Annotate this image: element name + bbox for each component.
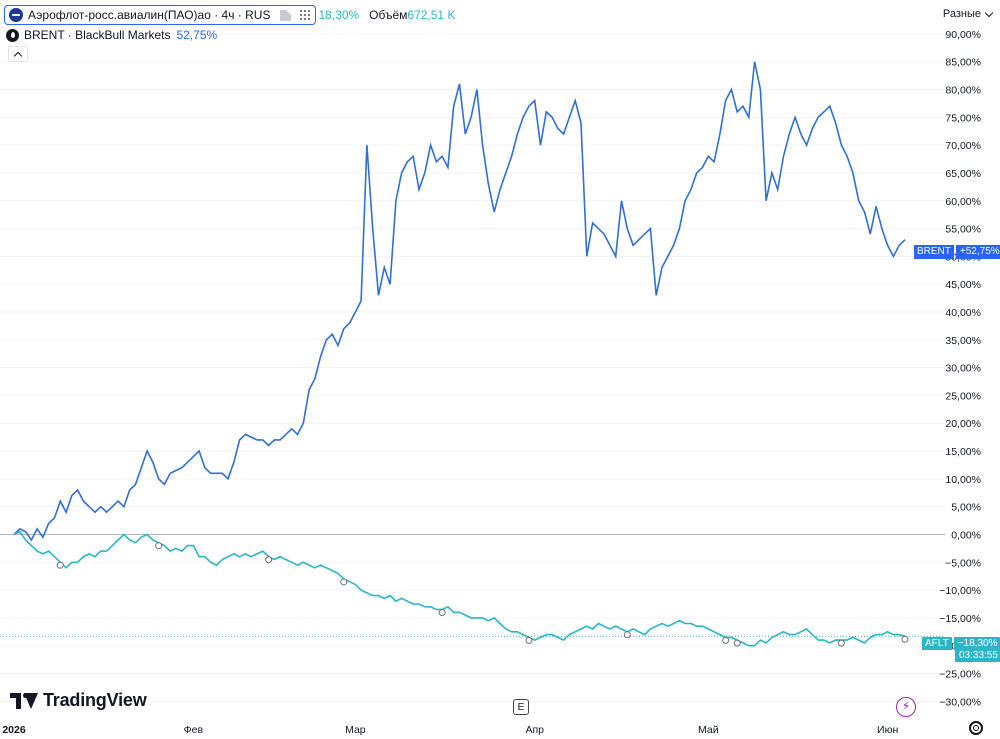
y-tick-label: −25,00%	[939, 669, 981, 681]
compare-symbol-label[interactable]: BRENT · BlackBull Markets	[24, 28, 171, 42]
gear-icon[interactable]	[969, 721, 983, 735]
scale-mode-label: Разные	[942, 8, 981, 20]
compare-change-value: 52,75%	[176, 28, 218, 42]
aflt-event-marker[interactable]	[901, 635, 909, 643]
more-dots-icon[interactable]	[299, 9, 312, 21]
x-tick-label: Июн	[877, 724, 898, 736]
volume-label: Объём	[369, 8, 408, 22]
y-tick-label: 40,00%	[945, 307, 981, 319]
brent-tag-name: BRENT	[914, 245, 954, 259]
y-tick-label: 10,00%	[945, 474, 981, 486]
y-tick-label: 45,00%	[945, 279, 981, 291]
y-tick-label: 90,00%	[945, 29, 981, 41]
brent-tag-value: +52,75%	[955, 245, 1000, 259]
main-symbol-box[interactable]: Аэрофлот-росс.авиалин(ПАО)ао · 4ч · RUS	[4, 5, 317, 25]
aflt-event-marker[interactable]	[438, 609, 446, 617]
events-button[interactable]: E	[513, 699, 529, 715]
aflt-event-marker[interactable]	[56, 561, 64, 569]
y-tick-label: 20,00%	[945, 418, 981, 430]
aflt-countdown: 03:33:55	[955, 650, 1000, 662]
flag-icon[interactable]	[280, 9, 292, 21]
aflt-tag-name: AFLT	[922, 637, 952, 650]
tradingview-wordmark: TradingView	[43, 690, 147, 710]
y-tick-label: 25,00%	[945, 390, 981, 402]
lightning-icon[interactable]: ⚡	[896, 697, 916, 717]
main-change-value: 18,30%	[318, 8, 360, 22]
x-tick-label: Фев	[184, 724, 204, 736]
y-tick-label: 5,00%	[951, 502, 981, 514]
x-tick-label: Май	[698, 724, 719, 736]
legend: Аэрофлот-росс.авиалин(ПАО)ао · 4ч · RUS …	[4, 4, 455, 44]
time-axis[interactable]: 2026 Фев Мар Апр Май Июн	[2, 724, 898, 736]
collapse-legend-button[interactable]	[8, 46, 28, 62]
price-axis[interactable]: 90,00% 85,00% 80,00% 75,00% 70,00% 65,00% 60,0…	[939, 29, 981, 708]
chevron-down-icon	[984, 8, 994, 17]
oil-drop-icon	[6, 28, 19, 42]
y-tick-label: 85,00%	[945, 57, 981, 69]
y-tick-label: 55,00%	[945, 224, 981, 236]
aflt-tag-value: −18,30%	[953, 637, 1000, 650]
aflt-event-marker[interactable]	[525, 636, 533, 644]
x-tick-label: Мар	[345, 724, 366, 736]
y-tick-label: 75,00%	[945, 112, 981, 124]
y-tick-label: −5,00%	[945, 557, 981, 569]
y-tick-label: 70,00%	[945, 140, 981, 152]
y-tick-label: 60,00%	[945, 196, 981, 208]
brent-price-tag: BRENT +52,75%	[914, 245, 1000, 259]
x-tick-label: Апр	[525, 724, 544, 736]
grid-layer	[0, 33, 945, 702]
y-tick-label: 80,00%	[945, 85, 981, 97]
y-tick-label: −30,00%	[939, 696, 981, 708]
y-tick-label: 65,00%	[945, 168, 981, 180]
volume-value: 672,51 K	[407, 8, 456, 22]
y-tick-label: 35,00%	[945, 335, 981, 347]
y-tick-label: 15,00%	[945, 446, 981, 458]
aeroflot-logo-icon	[9, 8, 23, 22]
scale-mode-dropdown[interactable]: Разные	[942, 8, 994, 20]
aflt-price-tag: AFLT −18,30% 03:33:55	[922, 637, 1000, 662]
series-line-brent	[13, 61, 906, 542]
y-tick-label: 0,00%	[951, 529, 981, 541]
series-line-aflt	[13, 530, 906, 647]
tradingview-logo-icon	[10, 692, 38, 709]
aflt-event-marker[interactable]	[722, 636, 730, 644]
y-tick-label: −15,00%	[939, 613, 981, 625]
aflt-event-marker[interactable]	[837, 639, 845, 647]
aflt-event-marker[interactable]	[340, 578, 348, 586]
aflt-event-marker[interactable]	[265, 556, 273, 564]
aflt-event-markers	[56, 542, 909, 647]
main-symbol-label: Аэрофлот-росс.авиалин(ПАО)ао · 4ч · RUS	[28, 8, 271, 22]
tradingview-logo[interactable]: TradingView	[10, 690, 147, 711]
aflt-event-marker[interactable]	[155, 542, 163, 550]
aflt-event-marker[interactable]	[733, 639, 741, 647]
aflt-event-marker[interactable]	[623, 631, 631, 639]
x-tick-label: 2026	[2, 724, 26, 736]
y-tick-label: −10,00%	[939, 585, 981, 597]
y-tick-label: 30,00%	[945, 363, 981, 375]
